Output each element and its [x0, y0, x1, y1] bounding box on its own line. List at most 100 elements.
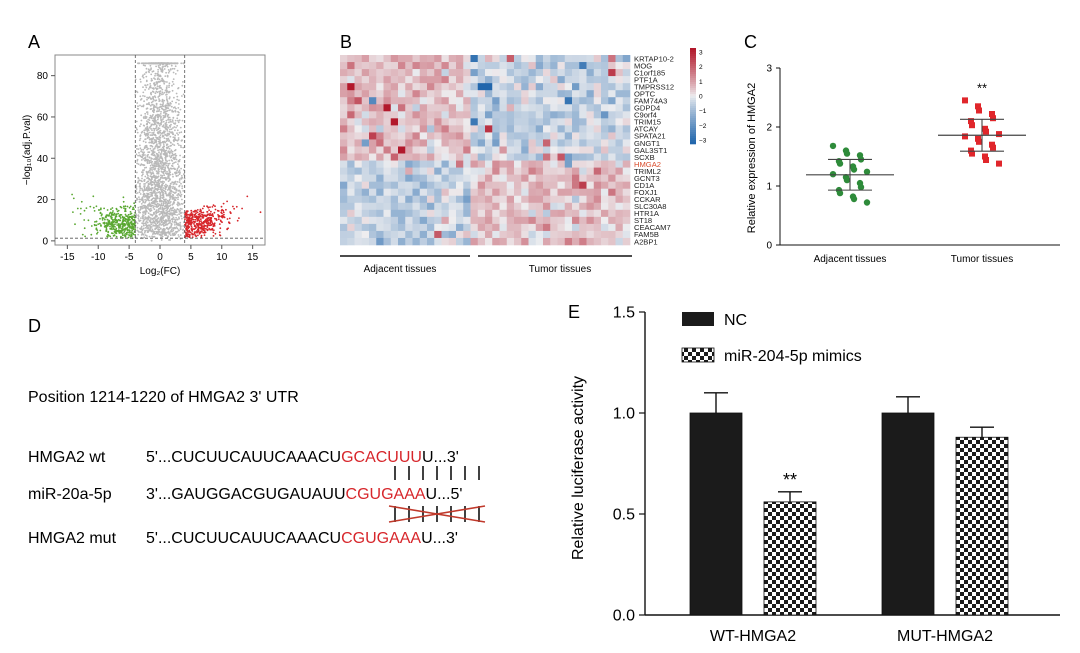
heatmap-cell	[586, 160, 595, 168]
volcano-point-ns	[178, 217, 181, 220]
volcano-point-ns	[177, 165, 180, 168]
volcano-point-ns	[139, 125, 141, 128]
volcano-point-ns	[150, 123, 153, 126]
heatmap-cell	[456, 153, 464, 161]
heatmap-cell	[398, 76, 406, 84]
heatmap-cell	[354, 153, 363, 161]
colorbar-segment	[690, 118, 696, 121]
volcano-point-ns	[150, 73, 153, 76]
heatmap-cell	[470, 153, 479, 161]
heatmap-cell	[601, 90, 609, 98]
volcano-point-up	[204, 215, 207, 217]
volcano-point-ns	[160, 236, 163, 238]
volcano-point-ns	[165, 98, 168, 100]
heatmap-cell	[376, 237, 384, 246]
volcano-point-ns	[158, 203, 161, 206]
heatmap-cell	[528, 167, 537, 175]
volcano-point-ns	[182, 169, 185, 171]
volcano-point-ns	[182, 181, 185, 184]
heatmap-row-label: SLC30A8	[634, 202, 667, 211]
volcano-point-up	[211, 221, 213, 224]
heatmap-cell	[340, 237, 348, 246]
heatmap-cell	[485, 111, 493, 119]
volcano-point-up	[191, 222, 194, 224]
volcano-point-ns	[156, 176, 159, 178]
heatmap-cell	[514, 55, 522, 63]
volcano-point-ns	[141, 197, 144, 199]
heatmap-cell	[434, 146, 442, 154]
heatmap-cell	[448, 181, 457, 190]
heatmap-cell	[463, 188, 471, 197]
heatmap-cell	[506, 153, 515, 161]
heatmap-cell	[448, 62, 457, 70]
volcano-point-ns	[162, 202, 165, 205]
heatmap-cell	[622, 125, 631, 133]
volcano-point-ns	[149, 125, 152, 128]
volcano-point-ns	[167, 69, 170, 71]
panel-b: B KRTAP10-2MOGC1orf185PTF1ATMPRSS12OPTCF…	[340, 32, 707, 275]
volcano-point-ns	[137, 180, 140, 183]
volcano-point-ns	[159, 233, 162, 236]
volcano-point-ns	[154, 145, 157, 148]
volcano-point-down	[109, 211, 112, 214]
volcano-point-ns	[155, 177, 158, 180]
volcano-point-down	[92, 206, 95, 209]
heatmap-cell	[369, 181, 377, 190]
heatmap-cell	[543, 132, 551, 140]
volcano-point-down	[101, 219, 104, 221]
volcano-point-ns	[138, 210, 140, 213]
volcano-point-ns	[173, 232, 176, 235]
heatmap-cell	[463, 118, 471, 126]
heatmap-cell	[535, 76, 544, 84]
volcano-point-up	[200, 230, 203, 233]
volcano-point-ns	[151, 178, 153, 181]
panel-d: D Position 1214-1220 of HMGA2 3' UTR HMG…	[28, 316, 486, 547]
heatmap-cell	[550, 90, 558, 98]
heatmap-cell	[608, 237, 616, 246]
volcano-point-ns	[172, 229, 175, 232]
volcano-point-ns	[155, 88, 158, 91]
heatmap-cell	[405, 111, 413, 119]
heatmap-cell	[550, 237, 558, 246]
volcano-point-ns	[140, 234, 143, 236]
volcano-point-ns	[159, 141, 162, 144]
heatmap-cell	[586, 216, 595, 225]
heatmap-cell	[521, 118, 529, 126]
volcano-point-ns	[179, 234, 182, 237]
volcano-point-ns	[171, 209, 174, 212]
heatmap-cell	[492, 139, 500, 147]
heatmap-cell	[347, 174, 355, 182]
volcano-point-ns	[143, 131, 146, 134]
volcano-point-ns	[174, 134, 177, 137]
volcano-point-ns	[148, 209, 151, 211]
volcano-point-ns	[159, 114, 161, 117]
volcano-point-ns	[176, 132, 178, 135]
volcano-y-label: −log₁₀(adj.P.val)	[22, 115, 33, 185]
heatmap-cell	[361, 69, 370, 77]
heatmap-cell	[398, 139, 406, 147]
heatmap-cell	[499, 174, 508, 182]
heatmap-cell	[622, 230, 631, 239]
volcano-point-ns	[173, 137, 176, 140]
volcano-point-ns	[165, 107, 168, 109]
volcano-point-ns	[147, 189, 149, 192]
colorbar-segment	[690, 138, 696, 141]
heatmap-cell	[369, 153, 377, 161]
heatmap-cell	[383, 230, 392, 239]
heatmap-cell	[593, 209, 602, 218]
volcano-point-ns	[139, 104, 141, 107]
heatmap-cell	[564, 83, 573, 91]
volcano-point-up	[186, 221, 189, 224]
heatmap-cell	[557, 195, 566, 204]
heatmap-cell	[412, 118, 421, 126]
heatmap-cell	[361, 132, 370, 140]
heatmap-cell	[427, 195, 435, 204]
volcano-point-up	[210, 217, 213, 220]
colorbar-segment	[690, 112, 696, 115]
heatmap-cell	[463, 104, 471, 112]
volcano-point-down	[99, 229, 102, 232]
volcano-point-ns	[168, 222, 171, 224]
volcano-point-ns	[166, 85, 168, 87]
volcano-point-ns	[173, 187, 176, 189]
colorbar-segment	[690, 76, 696, 79]
